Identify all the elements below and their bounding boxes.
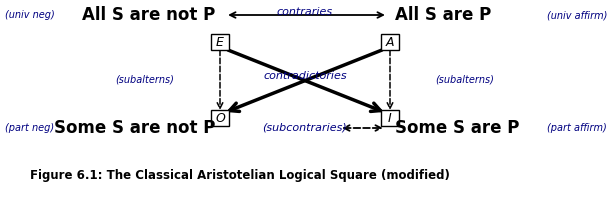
Text: (univ affirm): (univ affirm) bbox=[547, 10, 607, 20]
Text: Some S are P: Some S are P bbox=[395, 119, 520, 137]
Text: O: O bbox=[215, 112, 225, 124]
FancyBboxPatch shape bbox=[381, 110, 399, 126]
FancyBboxPatch shape bbox=[381, 34, 399, 50]
Text: Figure 6.1: The Classical Aristotelian Logical Square (modified): Figure 6.1: The Classical Aristotelian L… bbox=[30, 169, 450, 182]
Text: (univ neg): (univ neg) bbox=[5, 10, 54, 20]
Text: E: E bbox=[216, 35, 224, 49]
Text: All S are P: All S are P bbox=[395, 6, 491, 24]
Text: A: A bbox=[386, 35, 394, 49]
Text: Some S are not P: Some S are not P bbox=[54, 119, 215, 137]
Text: (part affirm): (part affirm) bbox=[547, 123, 607, 133]
Text: (subcontraries): (subcontraries) bbox=[263, 123, 348, 133]
Text: (part neg): (part neg) bbox=[5, 123, 54, 133]
FancyBboxPatch shape bbox=[211, 110, 229, 126]
Text: All S are not P: All S are not P bbox=[82, 6, 215, 24]
Text: (subalterns): (subalterns) bbox=[116, 75, 174, 85]
FancyBboxPatch shape bbox=[211, 34, 229, 50]
Text: I: I bbox=[388, 112, 392, 124]
Text: contraries: contraries bbox=[277, 7, 333, 17]
Text: contradictories: contradictories bbox=[263, 71, 347, 81]
Text: (subalterns): (subalterns) bbox=[436, 75, 494, 85]
